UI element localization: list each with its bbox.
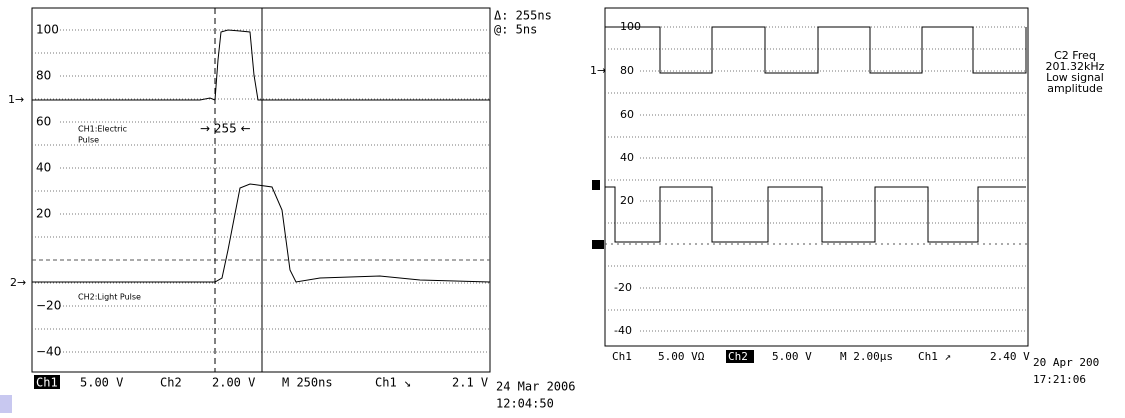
tick: 80 (36, 69, 51, 83)
tick: 80 (620, 64, 634, 77)
ch2-box (726, 350, 754, 363)
timestamp: 17:21:06 (1033, 373, 1086, 386)
status: 2.40 V (990, 350, 1030, 363)
status: 2.00 V (212, 376, 255, 390)
tick: 40 (36, 161, 51, 175)
corner-mark (0, 395, 12, 413)
status: Ch2 (728, 350, 748, 363)
right-scope: 100 80 60 40 20 -20 -40 1→ C2 Freq 201.3… (590, 7, 1105, 386)
status: Ch2 (160, 376, 182, 390)
status: Ch1 (36, 376, 58, 390)
marker-box (592, 240, 604, 249)
status: M 2.00µs (840, 350, 893, 363)
ch2-trace (605, 186, 1026, 243)
left-grid (32, 8, 490, 372)
status: Ch1 ↗ (918, 350, 951, 363)
left-frame (31, 7, 491, 373)
tick: 20 (36, 207, 51, 221)
tick: -40 (614, 324, 632, 337)
right-grid (605, 26, 1028, 332)
ch1-marker: 1→ (590, 64, 606, 77)
status: 2.1 V (452, 376, 488, 390)
at: @: 5ns (494, 23, 537, 37)
marker-box (592, 180, 600, 190)
tick: 40 (620, 151, 634, 164)
gap-label: → 255 ← (200, 122, 251, 136)
readout: C2 Freq (1054, 49, 1096, 62)
timestamp: 20 Apr 200 (1033, 356, 1099, 369)
status: Ch1 (612, 350, 632, 363)
left-scope: 100 80 60 40 20 −20 −40 1→ 2→ CH1:Electr… (8, 7, 575, 411)
tick: 60 (36, 115, 51, 129)
tick: 100 (620, 20, 641, 33)
timestamp: 24 Mar 2006 (496, 380, 575, 394)
timestamp: 12:04:50 (496, 397, 554, 411)
tick: 60 (620, 108, 634, 121)
ch1-box (34, 375, 60, 389)
status: 5.00 V (772, 350, 812, 363)
status: Ch1 ↘ (375, 376, 411, 390)
tick: 100 (36, 23, 59, 37)
readout: Low signal (1046, 71, 1104, 84)
ch1-trace (605, 26, 1027, 74)
tick: -20 (614, 281, 632, 294)
ch2-marker: 2→ (10, 276, 26, 289)
annotation: Pulse (78, 136, 99, 145)
ch1-trace (32, 29, 490, 101)
status: 5.00 VΩ (658, 350, 705, 363)
right-frame (604, 7, 1029, 347)
readout: amplitude (1047, 82, 1103, 95)
status: M 250ns (282, 376, 333, 390)
tick: −20 (36, 299, 61, 313)
tick: −40 (36, 345, 61, 359)
status: 5.00 V (80, 376, 123, 390)
readout: 201.32kHz (1046, 60, 1105, 73)
annotation: CH1:Electric (78, 125, 127, 134)
ch2-trace (32, 183, 491, 283)
tick: 20 (620, 194, 634, 207)
ch1-marker: 1→ (8, 93, 24, 106)
delta: Δ: 255ns (494, 9, 552, 23)
annotation: CH2:Light Pulse (78, 293, 141, 302)
